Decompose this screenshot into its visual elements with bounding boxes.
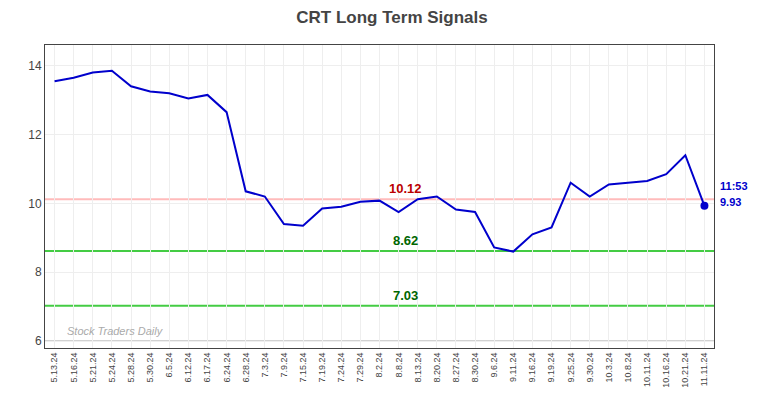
svg-text:10.21.24: 10.21.24 (680, 353, 690, 388)
svg-text:7.19.24: 7.19.24 (317, 353, 327, 383)
svg-text:10.16.24: 10.16.24 (661, 353, 671, 388)
svg-text:6.24.24: 6.24.24 (222, 353, 232, 383)
svg-text:8.13.24: 8.13.24 (413, 353, 423, 383)
svg-text:10.8.24: 10.8.24 (623, 353, 633, 383)
svg-text:5.16.24: 5.16.24 (69, 353, 79, 383)
svg-text:Stock Traders Daily: Stock Traders Daily (67, 325, 164, 337)
svg-text:6.5.24: 6.5.24 (164, 353, 174, 378)
svg-text:5.30.24: 5.30.24 (145, 353, 155, 383)
svg-text:10: 10 (28, 197, 42, 211)
svg-text:8.8.24: 8.8.24 (394, 353, 404, 378)
svg-text:8.2.24: 8.2.24 (374, 353, 384, 378)
svg-text:12: 12 (28, 128, 42, 142)
svg-text:6.28.24: 6.28.24 (241, 353, 251, 383)
svg-text:7.3.24: 7.3.24 (260, 353, 270, 378)
svg-text:7.15.24: 7.15.24 (298, 353, 308, 383)
svg-text:6.12.24: 6.12.24 (183, 353, 193, 383)
svg-text:5.13.24: 5.13.24 (49, 353, 59, 383)
svg-text:9.93: 9.93 (720, 196, 741, 208)
svg-text:11:53: 11:53 (720, 180, 748, 192)
svg-text:8: 8 (35, 265, 42, 279)
svg-text:6: 6 (35, 334, 42, 348)
svg-text:8.62: 8.62 (393, 233, 418, 248)
svg-text:8.20.24: 8.20.24 (432, 353, 442, 383)
svg-text:CRT Long Term Signals: CRT Long Term Signals (296, 8, 487, 27)
svg-text:7.03: 7.03 (393, 288, 418, 303)
svg-text:5.21.24: 5.21.24 (88, 353, 98, 383)
svg-text:8.27.24: 8.27.24 (451, 353, 461, 383)
svg-text:7.24.24: 7.24.24 (336, 353, 346, 383)
svg-text:10.12: 10.12 (389, 181, 422, 196)
svg-text:9.25.24: 9.25.24 (566, 353, 576, 383)
svg-text:11.11.24: 11.11.24 (699, 353, 709, 387)
svg-text:14: 14 (28, 59, 42, 73)
svg-text:7.9.24: 7.9.24 (279, 353, 289, 378)
svg-text:6.17.24: 6.17.24 (202, 353, 212, 383)
svg-text:9.19.24: 9.19.24 (546, 353, 556, 383)
svg-text:7.29.24: 7.29.24 (355, 353, 365, 383)
svg-text:9.6.24: 9.6.24 (489, 353, 499, 378)
svg-text:5.28.24: 5.28.24 (126, 353, 136, 383)
svg-text:8.30.24: 8.30.24 (470, 353, 480, 383)
svg-text:10.11.24: 10.11.24 (642, 353, 652, 387)
svg-text:9.11.24: 9.11.24 (508, 353, 518, 382)
svg-text:5.24.24: 5.24.24 (107, 353, 117, 383)
svg-text:10.3.24: 10.3.24 (604, 353, 614, 383)
svg-text:9.30.24: 9.30.24 (585, 353, 595, 383)
svg-text:9.16.24: 9.16.24 (527, 353, 537, 383)
